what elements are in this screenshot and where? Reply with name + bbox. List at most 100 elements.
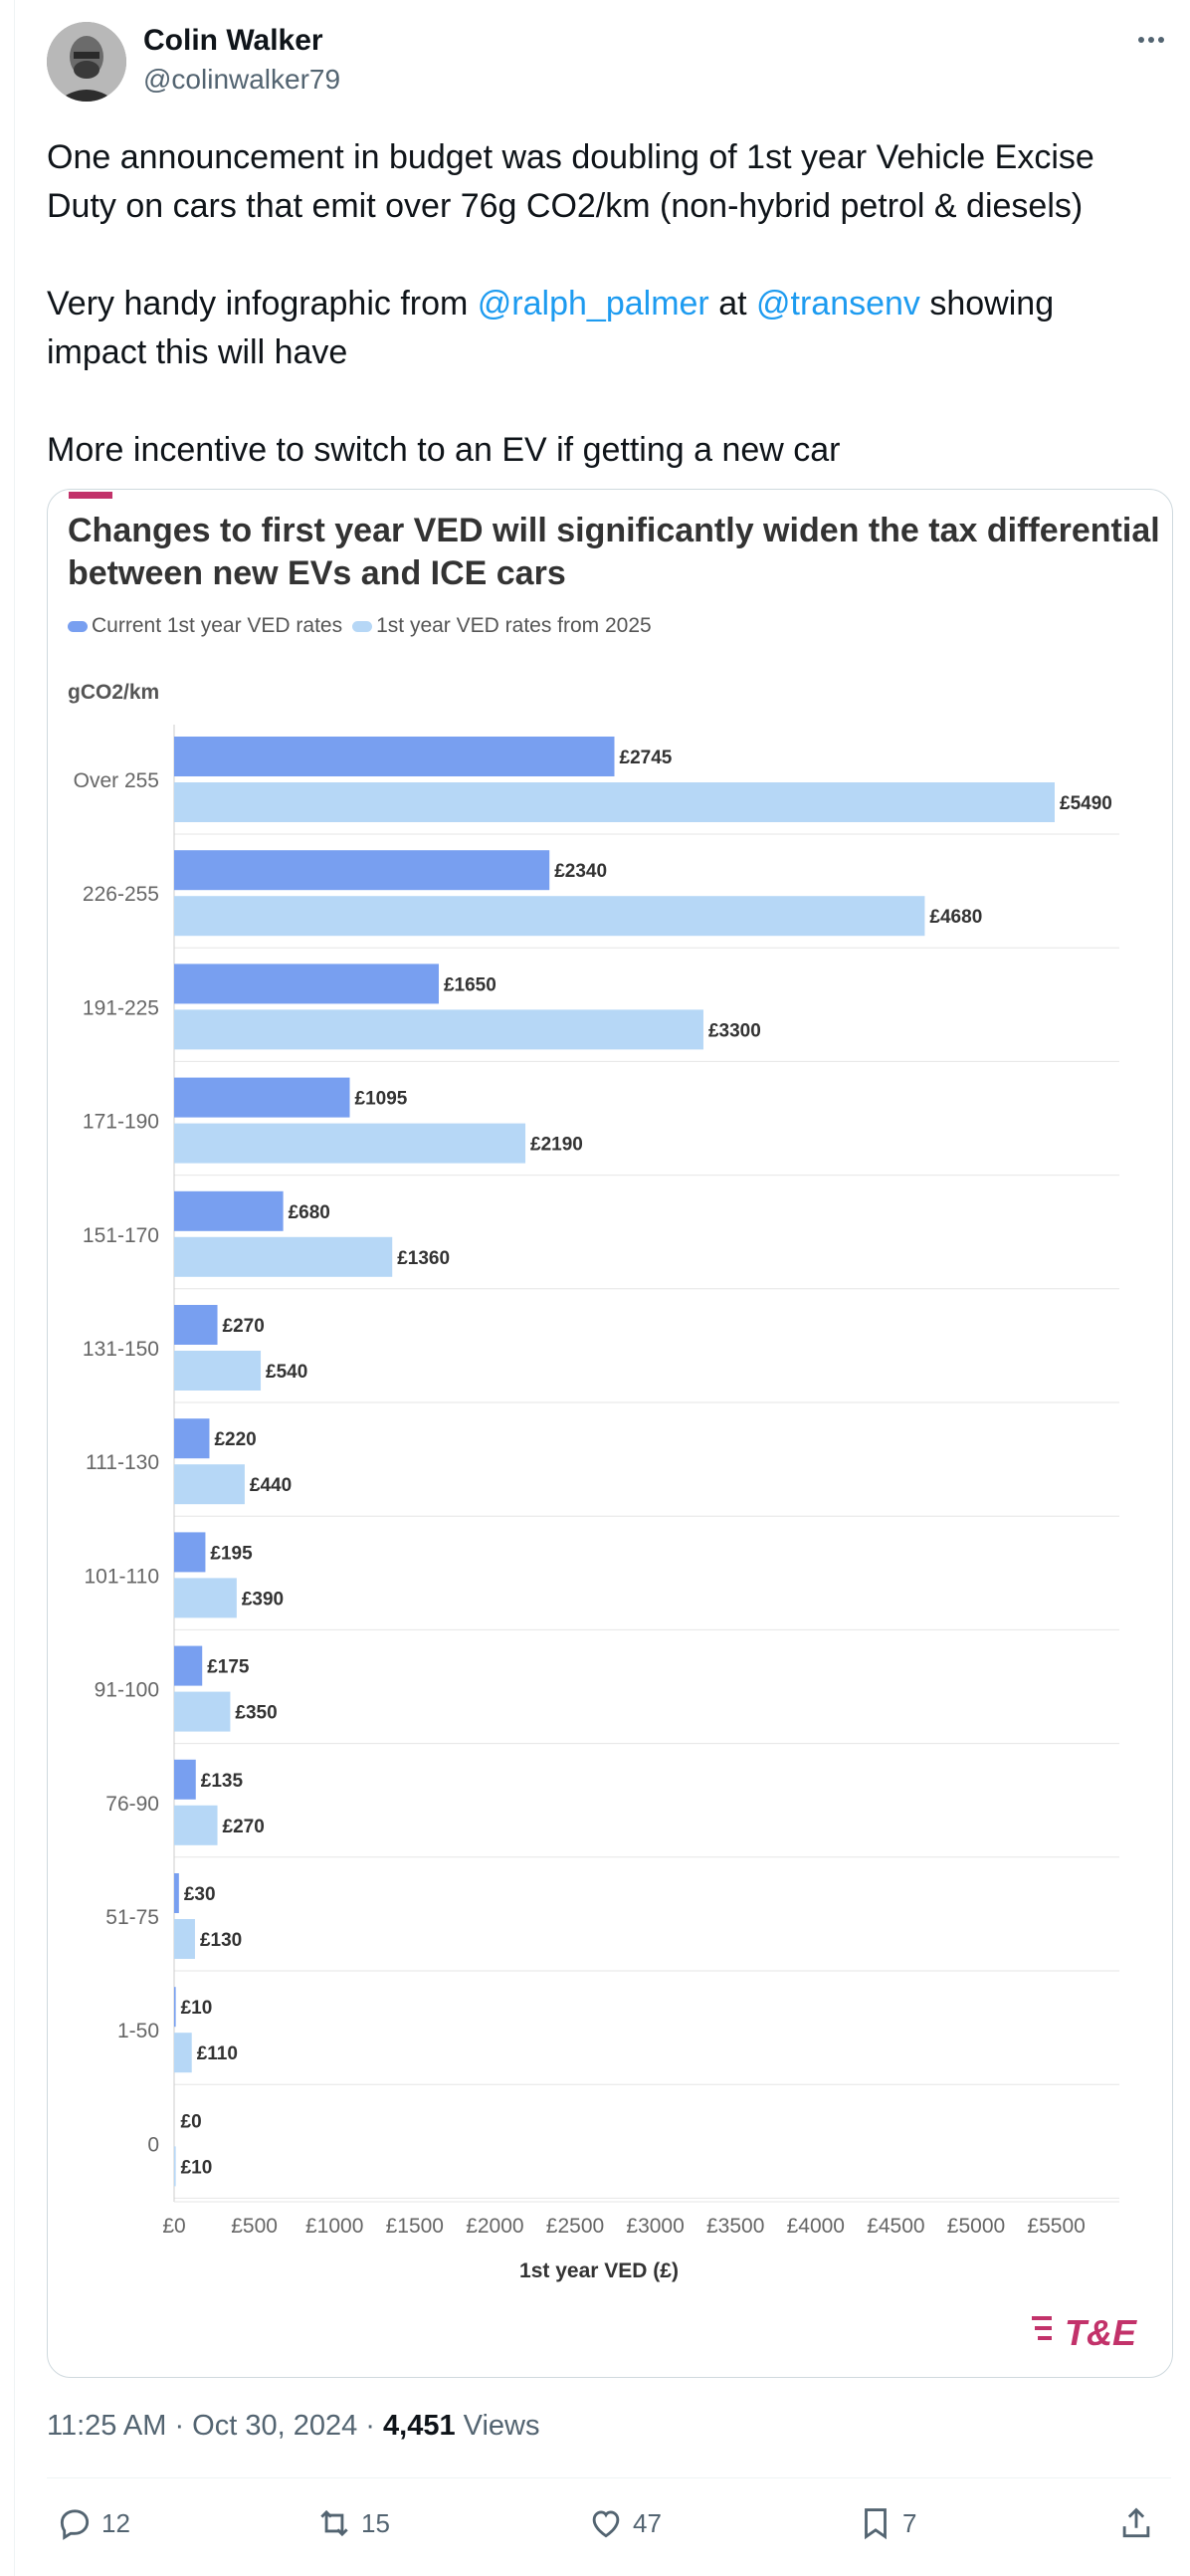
category-label: 226-255 — [83, 883, 159, 906]
bar-current — [174, 1873, 179, 1913]
meta-separator: · — [174, 2410, 193, 2442]
timeline-border — [14, 0, 15, 2576]
data-label: £350 — [235, 1703, 277, 1724]
data-label: £2340 — [554, 861, 607, 882]
views-label: Views — [463, 2410, 540, 2442]
data-label: £135 — [201, 1771, 244, 1792]
bar-current — [174, 964, 439, 1004]
bar-current — [174, 850, 550, 891]
repost-button[interactable]: 15 — [315, 2504, 390, 2542]
action-bar: 12 15 47 7 — [47, 2504, 1171, 2554]
x-tick-label: £3500 — [706, 2215, 764, 2238]
data-label: £195 — [210, 1543, 253, 1564]
x-tick-label: £1000 — [305, 2215, 363, 2238]
meta-separator: · — [365, 2410, 384, 2442]
tweet-text-segment: Very handy infographic from — [47, 285, 478, 322]
category-label: 101-110 — [84, 1565, 159, 1588]
data-label: £3300 — [708, 1020, 761, 1041]
chart: gCO2/km Over 255 £2745 £5490 226-255 £2340 £46… — [68, 681, 1137, 2353]
bar-current — [174, 1190, 284, 1231]
data-label: £175 — [207, 1657, 250, 1678]
data-label: £1650 — [444, 974, 496, 995]
tweet-date[interactable]: Oct 30, 2024 — [192, 2410, 358, 2442]
x-tick-label: £500 — [231, 2215, 278, 2238]
card-accent — [69, 492, 112, 499]
divider — [47, 2477, 1171, 2478]
data-label: £220 — [214, 1429, 256, 1450]
author-name[interactable]: Colin Walker — [143, 24, 323, 57]
tweet-paragraph: Very handy infographic from @ralph_palme… — [47, 280, 1151, 377]
bar-current — [174, 1645, 203, 1686]
x-tick-label: £2000 — [466, 2215, 523, 2238]
share-button[interactable] — [1117, 2504, 1163, 2542]
bar-current — [174, 1077, 350, 1118]
data-label: £2745 — [620, 748, 673, 768]
author-handle[interactable]: @colinwalker79 — [143, 64, 341, 95]
repost-count: 15 — [361, 2507, 390, 2538]
data-label: £10 — [181, 2157, 213, 2178]
bar-current — [174, 1532, 206, 1573]
bar-2025 — [174, 782, 1055, 822]
repost-icon — [320, 2509, 348, 2537]
data-label: £5490 — [1060, 793, 1112, 814]
bar-2025 — [174, 896, 925, 937]
bar-2025 — [174, 1919, 195, 1959]
category-label: 51-75 — [105, 1906, 159, 1929]
x-tick-label: £3000 — [626, 2215, 684, 2238]
category-label: 111-130 — [86, 1451, 159, 1474]
tweet-text-segment: at — [708, 285, 756, 322]
bar-2025 — [174, 2146, 176, 2187]
bookmark-icon — [865, 2508, 887, 2540]
data-label: £270 — [223, 1817, 265, 1837]
category-label: Over 255 — [74, 769, 159, 792]
x-tick-label: £4500 — [867, 2215, 924, 2238]
category-label: 191-225 — [83, 996, 159, 1019]
data-label: £1360 — [397, 1248, 450, 1269]
reply-count: 12 — [101, 2507, 130, 2538]
bar-current — [174, 1759, 196, 1800]
tweet-text-segment: One announcement in budget was doubling … — [47, 138, 1094, 225]
bar-2025 — [174, 1236, 393, 1277]
category-label: 151-170 — [83, 1224, 159, 1247]
bar-2025 — [174, 1123, 526, 1164]
category-label: 91-100 — [95, 1679, 159, 1702]
data-label: £440 — [250, 1475, 292, 1496]
mention-link[interactable]: @ralph_palmer — [477, 285, 709, 322]
x-tick-label: £0 — [162, 2215, 185, 2238]
data-label: £30 — [184, 1884, 216, 1905]
data-label: £110 — [197, 2043, 238, 2064]
data-label: £0 — [181, 2111, 202, 2132]
mention-link[interactable]: @transenv — [756, 285, 920, 322]
legend-swatch-2025 — [352, 620, 373, 632]
like-button[interactable]: 47 — [587, 2504, 662, 2542]
legend-label-current: Current 1st year VED rates — [92, 614, 343, 637]
bar-current — [174, 1418, 210, 1459]
share-icon — [1122, 2507, 1150, 2538]
data-label: £10 — [181, 1998, 213, 2019]
category-label: 171-190 — [83, 1111, 159, 1134]
more-icon[interactable] — [1136, 30, 1166, 50]
tweet-text: One announcement in budget was doubling … — [47, 133, 1151, 475]
legend-item-2025: 1st year VED rates from 2025 — [352, 614, 652, 638]
bar-2025 — [174, 1464, 245, 1505]
data-label: £2190 — [530, 1135, 583, 1156]
category-label: 0 — [147, 2133, 159, 2156]
bar-2025 — [174, 2033, 192, 2073]
bar-2025 — [174, 1351, 262, 1391]
tweet-paragraph: More incentive to switch to an EV if get… — [47, 426, 1151, 475]
x-tick-label: £5500 — [1027, 2215, 1085, 2238]
bookmark-button[interactable]: 7 — [857, 2504, 916, 2542]
reply-button[interactable]: 12 — [56, 2504, 130, 2542]
tweet-time[interactable]: 11:25 AM — [47, 2410, 167, 2442]
tweet-meta: 11:25 AM · Oct 30, 2024 · 4,451 Views — [47, 2410, 540, 2443]
data-label: £4680 — [929, 907, 982, 928]
y-axis-label: gCO2/km — [68, 681, 159, 704]
like-count: 47 — [633, 2507, 662, 2538]
logo-stripe — [1038, 2336, 1052, 2340]
legend-label-2025: 1st year VED rates from 2025 — [376, 614, 652, 637]
bar-current — [174, 1305, 218, 1345]
avatar[interactable] — [47, 22, 126, 102]
bar-current — [174, 1987, 176, 2028]
bar-2025 — [174, 1691, 231, 1732]
data-label: £680 — [289, 1202, 330, 1223]
